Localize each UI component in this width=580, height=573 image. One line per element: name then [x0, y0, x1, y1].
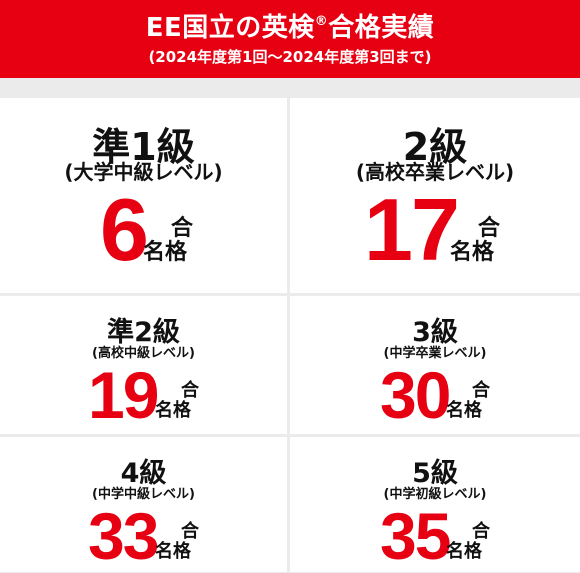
pass-count: 6 — [100, 180, 149, 279]
pass-count: 19 — [88, 358, 159, 432]
pass-count: 33 — [88, 499, 159, 573]
grade-label: 3級 — [412, 317, 458, 348]
grade-label: 4級 — [120, 458, 167, 489]
pass-count: 30 — [380, 358, 451, 432]
level-label: (中学初級レベル) — [383, 487, 487, 502]
grade-label: 準2級 — [107, 317, 180, 348]
grade-label: 準1級 — [92, 125, 195, 169]
level-label: (中学卒業レベル) — [383, 346, 487, 361]
panel-pre1 — [0, 98, 287, 293]
level-label: (中学中級レベル) — [92, 487, 195, 502]
result-card-g5: 5級 (中学初級レベル) 35 合名格 — [290, 437, 580, 572]
panel-pre2 — [0, 296, 287, 434]
page-title: EE国立の英検®合格実績 — [145, 13, 435, 43]
result-card-g3: 3級 (中学卒業レベル) 30 合名格 — [290, 296, 580, 434]
result-card-pre2: 準2級 (高校中級レベル) 19 合名格 — [0, 296, 287, 434]
header-banner: EE国立の英検®合格実績 (2024年度第1回〜2024年度第3回まで) — [0, 0, 580, 78]
pass-count: 17 — [364, 180, 460, 279]
panel-g4 — [0, 437, 287, 572]
result-card-g4: 4級 (中学中級レベル) 33 合名格 — [0, 437, 287, 572]
result-card-pre1: 準1級 (大学中級レベル) 6 合名格 — [0, 98, 287, 293]
page-subtitle: (2024年度第1回〜2024年度第3回まで) — [148, 48, 432, 66]
panel-g2 — [290, 98, 580, 293]
grade-label: 2級 — [402, 125, 468, 169]
level-label: (高校卒業レベル) — [355, 160, 515, 184]
panel-g5 — [290, 437, 580, 572]
level-label: (高校中級レベル) — [92, 346, 195, 361]
level-label: (大学中級レベル) — [64, 160, 223, 184]
grade-label: 5級 — [412, 458, 458, 489]
pass-count: 35 — [380, 499, 451, 573]
panel-g3 — [290, 296, 580, 434]
registered-mark: ® — [314, 14, 329, 29]
result-card-g2: 2級 (高校卒業レベル) 17 合名格 — [290, 98, 580, 293]
